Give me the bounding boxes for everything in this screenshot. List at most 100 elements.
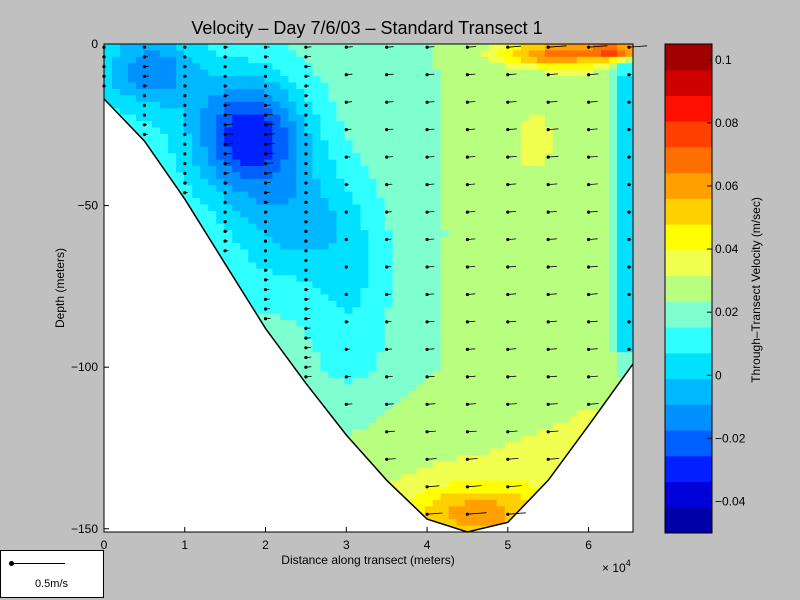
field-cell [488, 397, 498, 405]
field-cell [472, 275, 482, 283]
field-cell [184, 191, 193, 199]
field-cell [624, 268, 633, 276]
field-cell [400, 191, 410, 199]
field-cell [368, 352, 378, 360]
field-cell [392, 326, 402, 334]
field-cell [120, 69, 129, 77]
field-cell [392, 249, 402, 257]
field-cell [408, 410, 418, 418]
field-cell [320, 159, 330, 167]
field-cell [512, 384, 522, 392]
field-cell [440, 127, 450, 135]
field-cell [568, 133, 578, 141]
field-cell [496, 243, 506, 251]
field-cell [600, 198, 610, 206]
field-cell [480, 249, 490, 257]
field-cell [400, 82, 410, 90]
field-cell [336, 185, 346, 193]
field-cell [240, 95, 249, 103]
field-cell [288, 133, 297, 141]
field-cell [400, 56, 410, 64]
field-cell [400, 339, 410, 347]
field-cell [352, 288, 362, 296]
field-cell [240, 108, 249, 116]
field-cell [528, 397, 538, 405]
field-cell [608, 281, 618, 289]
field-cell [352, 281, 362, 289]
field-cell [120, 82, 129, 90]
field-cell [184, 172, 193, 180]
field-cell [344, 178, 354, 186]
field-cell [328, 294, 338, 302]
field-cell [416, 63, 426, 71]
field-cell [296, 210, 305, 218]
field-cell [536, 50, 546, 58]
field-cell [352, 255, 362, 263]
field-cell [488, 390, 498, 398]
field-cell [544, 127, 554, 135]
field-cell [528, 127, 538, 135]
field-cell [240, 166, 249, 174]
field-cell [304, 191, 313, 199]
field-cell [408, 467, 418, 475]
field-cell [448, 108, 458, 116]
field-cell [536, 326, 546, 334]
field-cell [432, 300, 442, 308]
field-cell [448, 114, 458, 122]
field-cell [536, 223, 546, 231]
field-cell [392, 243, 402, 251]
field-cell [480, 461, 490, 469]
field-cell [472, 217, 482, 225]
field-cell [288, 172, 297, 180]
field-cell [576, 76, 586, 84]
field-cell [600, 172, 610, 180]
field-cell [624, 50, 633, 58]
field-cell [456, 262, 466, 270]
field-cell [552, 63, 562, 71]
field-cell [488, 69, 498, 77]
field-cell [256, 198, 265, 206]
field-cell [472, 410, 482, 418]
field-cell [608, 121, 618, 129]
field-cell [280, 178, 289, 186]
field-cell [136, 76, 145, 84]
field-cell [328, 76, 338, 84]
field-cell [280, 243, 289, 251]
field-cell [504, 467, 514, 475]
field-cell [160, 56, 169, 64]
field-cell [576, 326, 586, 334]
field-cell [248, 166, 257, 174]
field-cell [376, 442, 386, 450]
field-cell [568, 294, 578, 302]
field-cell [384, 320, 394, 328]
field-cell [480, 69, 490, 77]
field-cell [552, 56, 562, 64]
field-cell [240, 146, 249, 154]
field-cell [224, 230, 233, 238]
field-cell [528, 313, 538, 321]
field-cell [416, 288, 426, 296]
field-cell [264, 198, 273, 206]
field-cell [176, 76, 185, 84]
field-cell [416, 268, 426, 276]
field-cell [384, 461, 394, 469]
field-cell [192, 88, 201, 96]
field-cell [328, 210, 338, 218]
field-cell [424, 210, 434, 218]
field-cell [520, 121, 530, 129]
field-cell [168, 133, 177, 141]
field-cell [400, 294, 410, 302]
field-cell [592, 133, 602, 141]
field-cell [424, 121, 434, 129]
field-cell [400, 44, 410, 52]
field-cell [368, 307, 378, 315]
field-cell [504, 281, 514, 289]
field-cell [416, 236, 426, 244]
field-cell [552, 140, 562, 148]
field-cell [464, 499, 474, 507]
field-cell [528, 288, 538, 296]
field-cell [488, 268, 498, 276]
field-cell [312, 371, 322, 379]
field-cell [304, 217, 313, 225]
field-cell [472, 243, 482, 251]
